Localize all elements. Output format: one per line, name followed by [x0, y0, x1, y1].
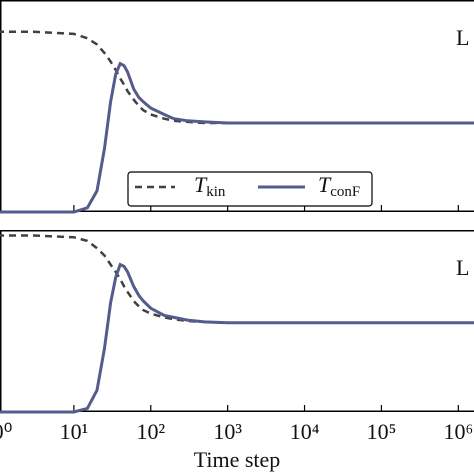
x-tick-label: 10⁶ [443, 419, 473, 444]
x-axis-label: Time step [194, 447, 281, 472]
x-tick-label: 10⁰ [0, 419, 13, 444]
series-line [0, 30, 474, 125]
x-tick-label: 10¹ [60, 419, 89, 444]
x-tick-label: 10³ [213, 419, 242, 444]
panel-label: L [456, 25, 469, 50]
series-line [0, 262, 474, 414]
panel-label: L [456, 255, 469, 280]
legend-label: Tkin [194, 172, 226, 200]
x-tick-label: 10⁴ [290, 419, 320, 444]
legend-label: TconF [318, 172, 360, 200]
series-line [0, 234, 474, 325]
x-tick-label: 10² [136, 419, 165, 444]
series-line [0, 61, 474, 214]
x-tick-label: 10⁵ [367, 419, 397, 444]
plot-frame [0, 0, 474, 212]
legend-box [127, 171, 373, 207]
plot-frame [0, 230, 474, 412]
